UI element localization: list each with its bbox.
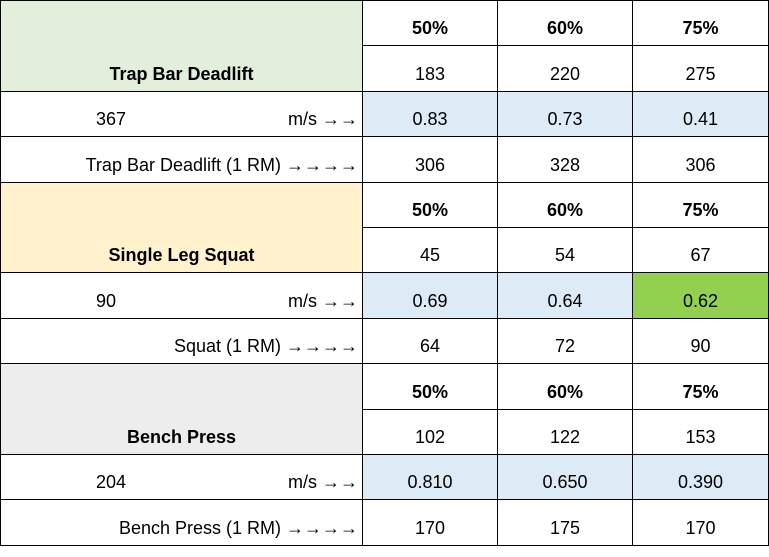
one-rm-label: Squat (1 RM) →→→→ xyxy=(0,317,363,365)
load: 45 xyxy=(362,226,498,274)
row: 90 m/s →→ 0.69 0.64 0.62 xyxy=(0,272,769,319)
velocity: 0.69 xyxy=(362,272,498,319)
percent-header: 50% xyxy=(362,0,498,47)
one-rm-value: 90 xyxy=(632,317,769,365)
max-value: 367 xyxy=(96,109,127,130)
one-rm-value: 170 xyxy=(362,499,498,546)
percent-header: 60% xyxy=(497,363,633,410)
exercise-name: Bench Press xyxy=(0,363,363,455)
row: 102 122 153 xyxy=(1,408,769,455)
max-value: 90 xyxy=(96,290,117,311)
velocity: 0.62 xyxy=(632,272,769,319)
percent-header: 50% xyxy=(362,181,498,228)
velocity: 0.810 xyxy=(362,453,498,501)
max-cell: 204 m/s →→ xyxy=(0,453,363,501)
velocity: 0.73 xyxy=(497,90,633,138)
percent-header: 75% xyxy=(632,181,769,228)
load: 275 xyxy=(632,45,769,92)
percent-header: 75% xyxy=(632,363,769,410)
max-wrap: 204 m/s →→ xyxy=(1,472,362,493)
max-value: 204 xyxy=(96,472,127,493)
one-rm-value: 175 xyxy=(497,499,633,546)
one-rm-value: 64 xyxy=(362,317,498,365)
load: 67 xyxy=(632,226,769,274)
load: 122 xyxy=(497,408,633,455)
load: 220 xyxy=(497,45,633,92)
row: Trap Bar Deadlift (1 RM) →→→→ 306 328 306 xyxy=(0,136,769,183)
load: 102 xyxy=(362,408,498,455)
velocity: 0.650 xyxy=(497,453,633,501)
row: Bench Press (1 RM) →→→→ 170 175 170 xyxy=(0,499,769,546)
one-rm-value: 72 xyxy=(497,317,633,365)
one-rm-label: Trap Bar Deadlift (1 RM) →→→→ xyxy=(0,136,363,183)
percent-header: 60% xyxy=(497,0,633,47)
one-rm-value: 170 xyxy=(632,499,769,546)
velocity: 0.83 xyxy=(362,90,498,138)
one-rm-label: Bench Press (1 RM) →→→→ xyxy=(0,499,363,546)
row: 183 220 275 xyxy=(1,45,769,92)
row: Single Leg Squat 50% 60% 75% xyxy=(0,181,769,274)
row: Squat (1 RM) →→→→ 64 72 90 xyxy=(0,317,769,365)
velocity: 0.64 xyxy=(497,272,633,319)
unit: m/s →→ xyxy=(288,109,358,130)
max-wrap: 367 m/s →→ xyxy=(1,109,362,130)
velocity: 0.390 xyxy=(632,453,769,501)
percent-header: 50% xyxy=(362,363,498,410)
unit: m/s →→ xyxy=(288,472,358,493)
max-wrap: 90 m/s →→ xyxy=(1,291,362,312)
row: 45 54 67 xyxy=(1,226,769,274)
load: 153 xyxy=(632,408,769,455)
percent-header: 75% xyxy=(632,0,769,47)
row: 367 m/s →→ 0.83 0.73 0.41 xyxy=(0,90,769,138)
exercise-name: Single Leg Squat xyxy=(0,181,363,274)
unit: m/s →→ xyxy=(288,290,358,311)
max-cell: 90 m/s →→ xyxy=(0,272,363,319)
max-cell: 367 m/s →→ xyxy=(0,90,363,138)
load: 54 xyxy=(497,226,633,274)
one-rm-value: 328 xyxy=(497,136,633,183)
load: 183 xyxy=(362,45,498,92)
row: Bench Press 50% 60% 75% xyxy=(0,363,769,455)
velocity: 0.41 xyxy=(632,90,769,138)
percent-header: 60% xyxy=(497,181,633,228)
one-rm-value: 306 xyxy=(632,136,769,183)
one-rm-value: 306 xyxy=(362,136,498,183)
row: Trap Bar Deadlift 50% 60% 75% xyxy=(0,0,769,92)
row: 204 m/s →→ 0.810 0.650 0.390 xyxy=(0,453,769,501)
exercise-name: Trap Bar Deadlift xyxy=(0,0,363,92)
